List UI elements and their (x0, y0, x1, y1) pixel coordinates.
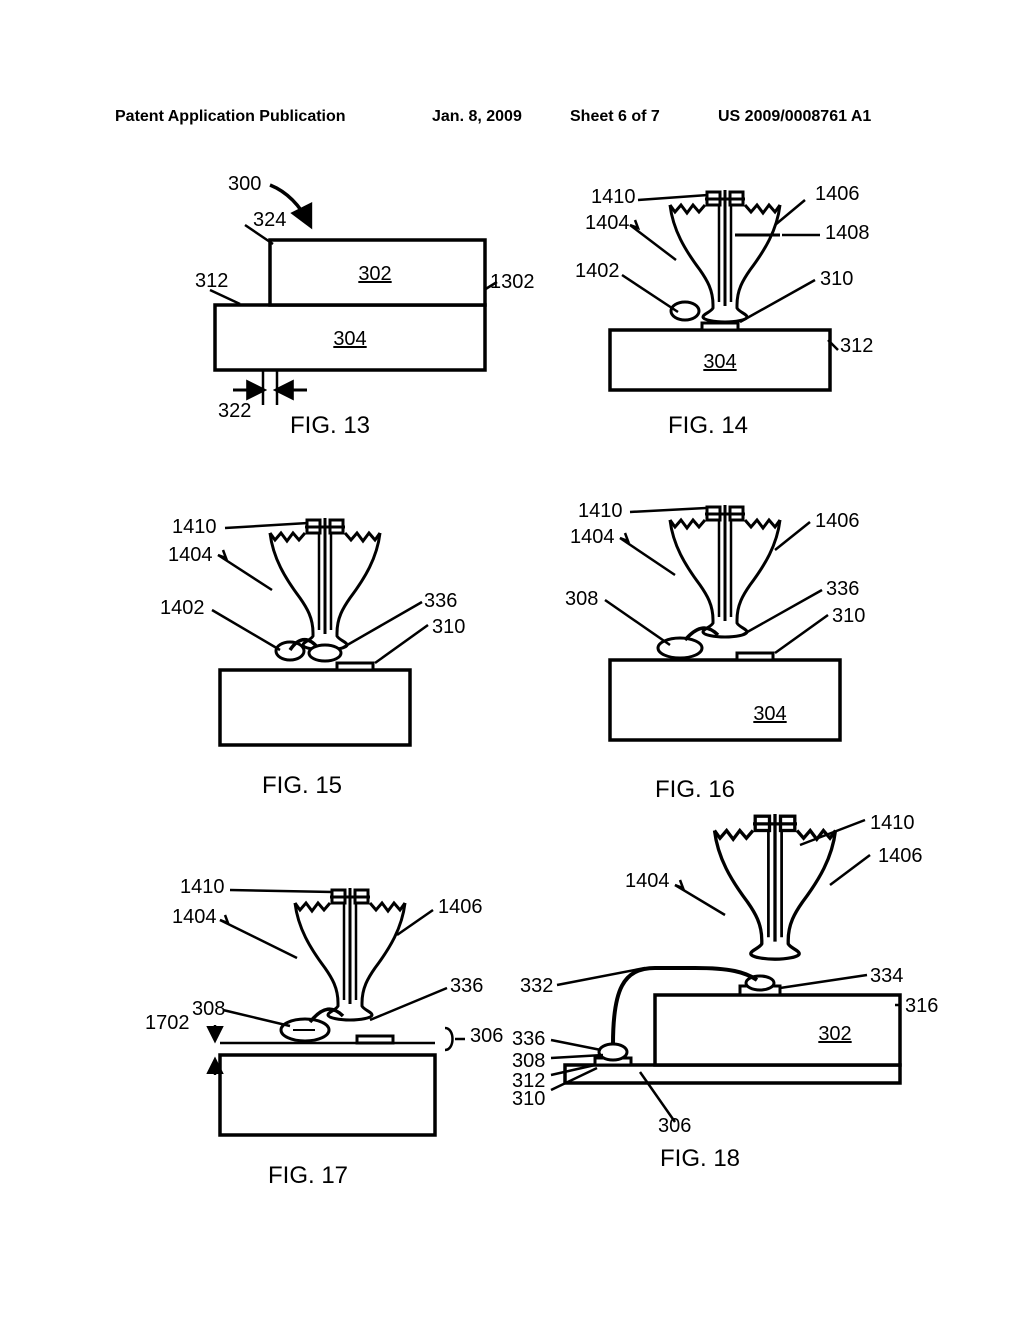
figures-svg: 304 302 304 (0, 0, 1024, 1320)
fig16-l1404: 1404 (570, 526, 615, 549)
fig13-304: 304 (333, 328, 366, 350)
fig-16: 304 (605, 505, 840, 740)
fig17-l1404: 1404 (172, 906, 217, 929)
fig-14: 304 (610, 190, 838, 390)
fig-18: 302 (551, 814, 900, 1122)
fig16-l310: 310 (832, 605, 865, 628)
fig16-l1410: 1410 (578, 500, 623, 523)
fig14-l1406: 1406 (815, 183, 860, 206)
fig14-l1404: 1404 (585, 212, 630, 235)
fig17-l1702: 1702 (145, 1012, 190, 1035)
fig16-caption: FIG. 16 (655, 776, 735, 804)
fig13-l312: 312 (195, 270, 228, 293)
fig16-l336: 336 (826, 578, 859, 601)
fig14-caption: FIG. 14 (668, 412, 748, 440)
fig14-304: 304 (703, 351, 736, 373)
fig18-l1404: 1404 (625, 870, 670, 893)
fig17-caption: FIG. 17 (268, 1162, 348, 1190)
fig14-l312: 312 (840, 335, 873, 358)
fig18-l332: 332 (520, 975, 553, 998)
fig18-caption: FIG. 18 (660, 1145, 740, 1173)
fig13-l300: 300 (228, 173, 261, 196)
fig18-l1406: 1406 (878, 845, 923, 868)
fig15-l1410: 1410 (172, 516, 217, 539)
fig18-l316: 316 (905, 995, 938, 1018)
fig17-l308: 308 (192, 998, 225, 1021)
fig18-302: 302 (818, 1023, 851, 1045)
fig14-l1402: 1402 (575, 260, 620, 283)
fig16-304: 304 (753, 703, 786, 725)
fig-15 (212, 518, 428, 745)
fig16-l308: 308 (565, 588, 598, 611)
fig18-l336: 336 (512, 1028, 545, 1051)
fig15-caption: FIG. 15 (262, 772, 342, 800)
fig-17 (215, 888, 465, 1135)
fig14-l1408: 1408 (825, 222, 870, 245)
fig15-l310: 310 (432, 616, 465, 639)
fig18-l334: 334 (870, 965, 903, 988)
fig17-l306: 306 (470, 1025, 503, 1048)
fig16-l1406: 1406 (815, 510, 860, 533)
fig18-l306: 306 (658, 1115, 691, 1138)
fig17-l1410: 1410 (180, 876, 225, 899)
fig18-l1410: 1410 (870, 812, 915, 835)
fig17-l1406: 1406 (438, 896, 483, 919)
fig15-l336: 336 (424, 590, 457, 613)
fig18-l310: 310 (512, 1088, 545, 1111)
fig17-l336: 336 (450, 975, 483, 998)
fig15-l1402: 1402 (160, 597, 205, 620)
fig13-302: 302 (358, 263, 391, 285)
fig14-l310: 310 (820, 268, 853, 291)
fig13-l322: 322 (218, 400, 251, 423)
fig15-l1404: 1404 (168, 544, 213, 567)
fig13-l324: 324 (253, 209, 286, 232)
fig14-l1410: 1410 (591, 186, 636, 209)
fig13-caption: FIG. 13 (290, 412, 370, 440)
fig13-l1302: 1302 (490, 271, 535, 294)
